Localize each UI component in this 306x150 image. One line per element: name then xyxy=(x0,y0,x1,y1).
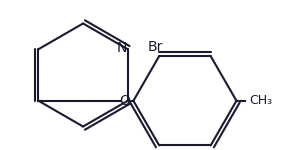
Text: CH₃: CH₃ xyxy=(250,94,273,107)
Text: Br: Br xyxy=(148,40,163,54)
Text: O: O xyxy=(119,94,130,108)
Text: N: N xyxy=(117,41,127,55)
